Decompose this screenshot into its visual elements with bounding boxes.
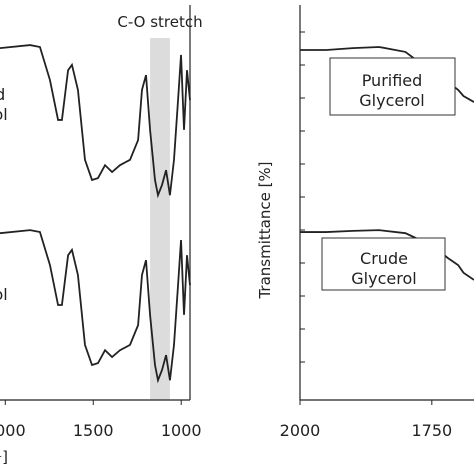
x-axis-label: Wavenumber [cm⁻¹] xyxy=(0,448,8,466)
x-tick-label: 1500 xyxy=(73,421,114,440)
series-label-line: Purified xyxy=(0,85,5,104)
highlight-band xyxy=(150,38,170,400)
x-tick-label: 1000 xyxy=(161,421,202,440)
annotation: C-O stretch xyxy=(117,13,202,31)
x-tick-label: 2000 xyxy=(0,421,26,440)
series-label-line: Purified xyxy=(362,71,423,90)
spectrum-line xyxy=(0,229,191,384)
series-label-line: Glycerol xyxy=(0,105,8,124)
label-box xyxy=(321,237,446,291)
x-tick-label: 1750 xyxy=(411,421,452,440)
series-label-line: Glycerol xyxy=(351,269,416,288)
x-tick-label: 2000 xyxy=(280,421,321,440)
spectrum-line xyxy=(0,44,191,199)
label-box xyxy=(329,57,456,116)
y-axis-label: Transmittance [%] xyxy=(256,161,274,299)
series-label-line: Crude xyxy=(360,249,408,268)
series-label-line: Glycerol xyxy=(359,91,424,110)
series-label-line: Glycerol xyxy=(0,285,8,304)
